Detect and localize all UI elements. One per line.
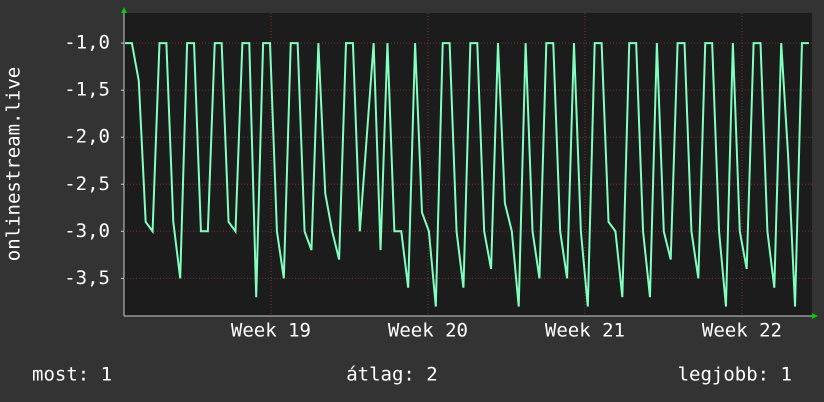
y-arrow: [121, 7, 127, 13]
y-tick-label: -3,5: [64, 267, 110, 289]
data-line: [124, 42, 809, 307]
y-tick-label: -1,0: [64, 32, 110, 54]
y-tick-label: -2,0: [64, 126, 110, 148]
x-tick-label: Week 22: [702, 320, 782, 342]
y-axis-title: onlinestream.live: [3, 67, 25, 261]
footer-average: átlag: 2: [346, 364, 438, 386]
y-tick-label: -1,5: [64, 79, 110, 101]
x-arrow: [812, 313, 818, 319]
footer-most: most: 1: [32, 364, 112, 386]
x-tick-label: Week 19: [231, 320, 311, 342]
x-tick-label: Week 20: [388, 320, 468, 342]
y-tick-label: -2,5: [64, 173, 110, 195]
x-tick-label: Week 21: [545, 320, 625, 342]
y-tick-label: -3,0: [64, 220, 110, 242]
footer-best: legjobb: 1: [678, 364, 792, 386]
